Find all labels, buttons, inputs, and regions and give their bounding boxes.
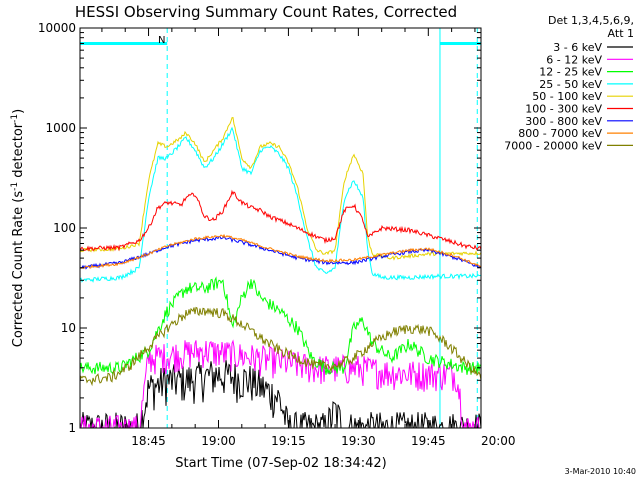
x-tick-label: 19:15 bbox=[271, 434, 306, 448]
legend-entry-label: 7000 - 20000 keV bbox=[504, 139, 602, 152]
y-tick-label: 10 bbox=[61, 321, 76, 335]
y-axis-label-sup2: -1 bbox=[10, 114, 20, 123]
y-axis-label-part1: Corrected Count Rate (s bbox=[11, 191, 26, 348]
y-axis-label-part2: detector bbox=[11, 122, 26, 182]
legend-entry-label: 12 - 25 keV bbox=[539, 66, 602, 79]
x-tick-label: 19:30 bbox=[341, 434, 376, 448]
x-tick-label: 19:45 bbox=[411, 434, 446, 448]
y-axis: 1 10 100 1000 10000 bbox=[38, 21, 481, 435]
plot-timestamp: 3-Mar-2010 10:40 bbox=[565, 467, 636, 476]
y-tick-label: 100 bbox=[53, 221, 76, 235]
x-axis: 18:45 19:00 19:15 19:30 19:45 20:00 bbox=[101, 28, 516, 448]
legend-entry-label: 300 - 800 keV bbox=[525, 115, 602, 128]
legend-entry-label: 6 - 12 keV bbox=[546, 53, 602, 66]
y-axis-label-sup1: -1 bbox=[10, 182, 20, 191]
legend-header-detectors: Det 1,3,4,5,6,9, bbox=[548, 14, 634, 27]
y-tick-label: 1000 bbox=[45, 121, 76, 135]
legend-entry-label: 25 - 50 keV bbox=[539, 78, 602, 91]
y-axis-label-part3: ) bbox=[11, 109, 26, 114]
legend-entry-label: 800 - 7000 keV bbox=[518, 127, 602, 140]
legend-entry-label: 3 - 6 keV bbox=[553, 41, 602, 54]
series-line bbox=[80, 306, 481, 387]
x-tick-label: 18:45 bbox=[131, 434, 166, 448]
x-axis-label: Start Time (07-Sep-02 18:34:42) bbox=[175, 456, 386, 471]
series-line bbox=[80, 189, 481, 252]
y-tick-label: 10000 bbox=[38, 21, 76, 35]
series-line bbox=[80, 276, 481, 376]
legend-header-attenuator: Att 1 bbox=[608, 27, 634, 40]
y-tick-label: 1 bbox=[68, 421, 76, 435]
series-line bbox=[80, 359, 481, 428]
night-label: N bbox=[158, 35, 165, 46]
x-tick-label: 20:00 bbox=[481, 434, 516, 448]
series-line bbox=[80, 117, 481, 261]
series-group bbox=[80, 117, 481, 428]
x-tick-label: 19:00 bbox=[201, 434, 236, 448]
legend-entry-label: 100 - 300 keV bbox=[525, 103, 602, 116]
y-axis-label: Corrected Count Rate (s-1 detector-1) bbox=[10, 109, 26, 347]
series-line bbox=[80, 126, 481, 283]
legend-entry-label: 50 - 100 keV bbox=[532, 90, 602, 103]
series-line bbox=[80, 233, 481, 270]
series-line bbox=[80, 339, 481, 428]
chart-title: HESSI Observing Summary Count Rates, Cor… bbox=[75, 3, 457, 21]
